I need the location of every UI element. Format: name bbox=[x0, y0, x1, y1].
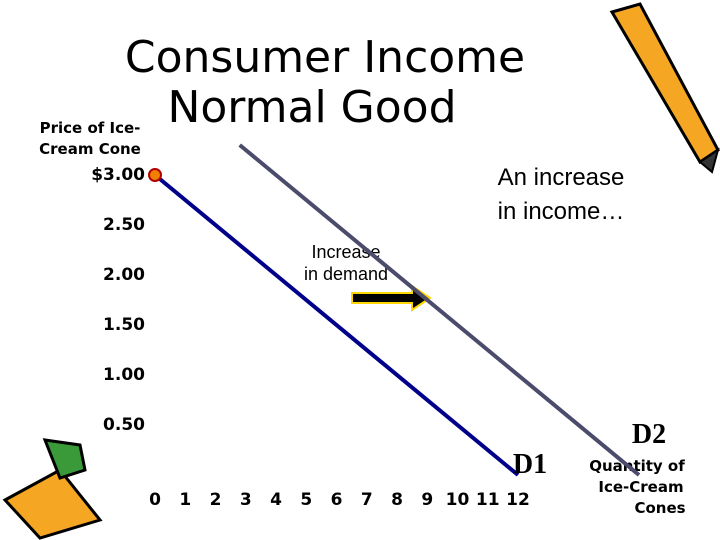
x-tick-label: 0 bbox=[149, 490, 161, 510]
y-tick-label: 2.00 bbox=[103, 265, 145, 285]
x-tick-label: 11 bbox=[476, 490, 500, 510]
x-axis-label: Ice-Cream bbox=[598, 478, 683, 496]
x-tick-label: 10 bbox=[446, 490, 470, 510]
y-tick-label: 1.00 bbox=[103, 365, 145, 385]
shift-arrow bbox=[351, 284, 432, 312]
x-tick-label: 12 bbox=[506, 490, 530, 510]
x-tick-label: 5 bbox=[300, 490, 312, 510]
series-label: D1 bbox=[513, 449, 547, 480]
x-axis-label: Quantity of bbox=[589, 457, 685, 475]
demand-line bbox=[153, 173, 520, 477]
x-axis-label: Cones bbox=[634, 499, 685, 517]
chart-title: Consumer Income bbox=[125, 32, 525, 83]
demand-line bbox=[238, 143, 641, 477]
y-axis-label: Cream Cone bbox=[39, 140, 141, 158]
annotation: in income… bbox=[498, 198, 625, 225]
y-tick-label: 0.50 bbox=[103, 415, 145, 435]
point-marker bbox=[148, 168, 162, 182]
x-tick-label: 6 bbox=[331, 490, 343, 510]
x-tick-label: 3 bbox=[240, 490, 252, 510]
y-tick-label: 1.50 bbox=[103, 315, 145, 335]
y-tick-label: $3.00 bbox=[91, 165, 145, 185]
x-tick-label: 7 bbox=[361, 490, 373, 510]
annotation: in demand bbox=[304, 264, 388, 284]
y-tick-label: 2.50 bbox=[103, 215, 145, 235]
annotation: An increase bbox=[498, 164, 625, 191]
x-tick-label: 1 bbox=[179, 490, 191, 510]
chart-title: Normal Good bbox=[167, 82, 456, 133]
y-axis-label: Price of Ice- bbox=[40, 119, 141, 137]
x-tick-label: 2 bbox=[210, 490, 222, 510]
x-tick-label: 9 bbox=[421, 490, 433, 510]
x-tick-label: 4 bbox=[270, 490, 282, 510]
x-tick-label: 8 bbox=[391, 490, 403, 510]
series-label: D2 bbox=[632, 419, 666, 450]
